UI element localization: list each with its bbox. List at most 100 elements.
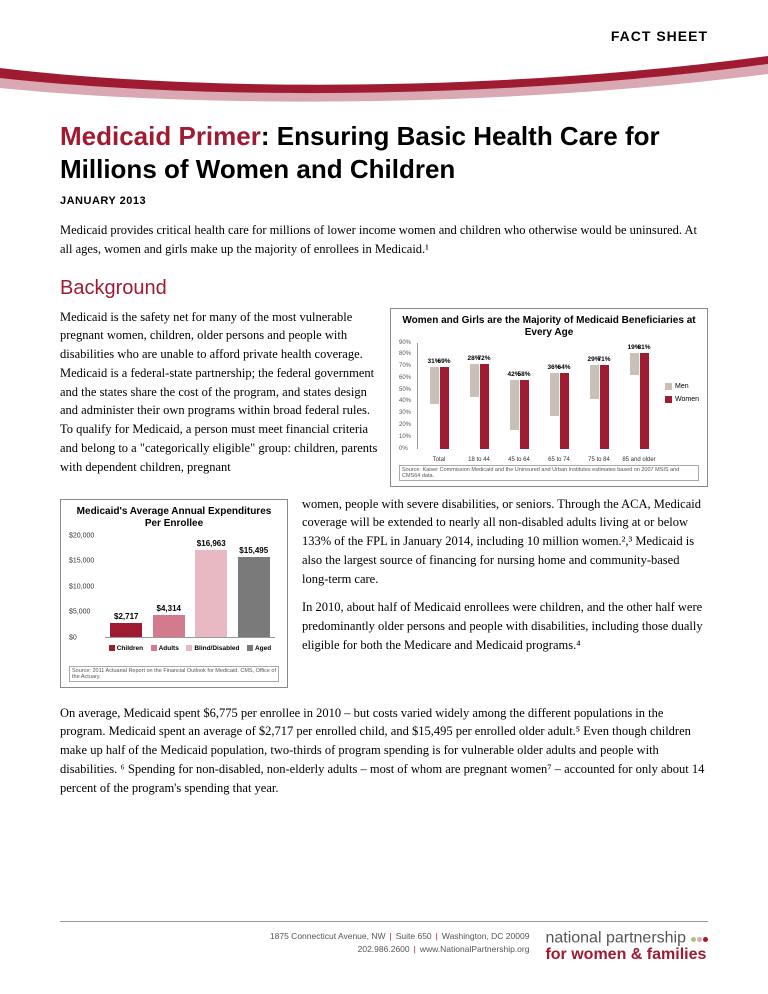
footer-line-1: 1875 Connecticut Avenue, NW|Suite 650|Wa… [60,930,529,944]
logo-dots [690,930,708,947]
title-accent: Medicaid Primer [60,121,261,151]
content-area: Medicaid Primer: Ensuring Basic Health C… [60,120,708,797]
legend-women-swatch [665,396,672,403]
chart-expenditures: Medicaid's Average Annual Expenditures P… [60,499,288,688]
chart2-legend-item: Adults [151,645,179,652]
chart2-legend-item: Children [109,645,143,652]
background-para-4: On average, Medicaid spent $6,775 per en… [60,704,708,798]
chart1-xtick: 18 to 44 [461,457,497,463]
chart2-ytick: $20,000 [69,532,94,539]
chart1-bar-women: 58% [520,380,529,448]
swoosh-dark [0,56,768,93]
chart2-value: $4,314 [157,604,181,613]
chart1-xtick: Total [421,457,457,463]
chart1-group: 28%72% [459,364,499,449]
chart1-value: 71% [597,356,610,363]
chart2-ytick: $5,000 [69,609,90,616]
chart2-legend-item: Aged [247,645,271,652]
chart1-bar-women: 64% [560,373,569,448]
chart2-bar: $15,495 [238,557,270,636]
chart1-ytick: 60% [399,375,411,381]
chart1-group: 19%81% [619,353,659,448]
chart1-bar-women: 71% [600,365,609,449]
chart1-bar-men: 31% [430,367,439,404]
chart1-ytick: 10% [399,434,411,440]
chart2-legend-label: Aged [255,645,271,652]
chart1-bar-women: 81% [640,353,649,448]
chart1-value: 64% [557,364,570,371]
legend-men-label: Men [675,383,689,390]
chart2-ytick: $0 [69,634,77,641]
chart2-title: Medicaid's Average Annual Expenditures P… [69,506,279,530]
chart1-ytick: 70% [399,363,411,369]
footer-logo: national partnership for women & familie… [545,930,708,964]
date-label: JANUARY 2013 [60,195,708,207]
footer-address: 1875 Connecticut Avenue, NW|Suite 650|Wa… [60,930,545,957]
page-title: Medicaid Primer: Ensuring Basic Health C… [60,120,708,185]
chart2-bar: $2,717 [110,623,142,637]
legend-men: Men [665,383,699,390]
section-heading: Background [60,277,708,300]
chart1-bar-men: 42% [510,380,519,429]
legend-women-label: Women [675,396,699,403]
chart2-value: $15,495 [239,546,268,555]
logo-line-1: national partnership [545,930,708,947]
chart2-bar: $16,963 [195,550,227,637]
chart1-ytick: 80% [399,351,411,357]
header-label: FACT SHEET [611,28,708,44]
chart1-xtick: 85 and older [621,457,657,463]
chart1-group: 31%69% [419,367,459,448]
chart1-xtick: 45 to 64 [501,457,537,463]
chart1-source: Source: Kaiser Commission Medicaid and t… [399,465,699,481]
chart2-legend-swatch [109,645,115,651]
chart2-legend-swatch [186,645,192,651]
chart1-group: 36%64% [539,373,579,448]
chart2-value: $2,717 [114,612,138,621]
chart2-value: $16,963 [197,539,226,548]
chart1-axis [417,343,418,449]
chart2-legend-swatch [151,645,157,651]
chart1-ytick: 50% [399,387,411,393]
chart2-source: Source: 2011 Actuarial Report on the Fin… [69,666,279,682]
chart1-bar-men: 19% [630,353,639,375]
chart1-ytick: 20% [399,422,411,428]
chart1-ytick: 40% [399,398,411,404]
intro-paragraph: Medicaid provides critical health care f… [60,221,708,259]
legend-men-swatch [665,383,672,390]
row-1: Women and Girls are the Majority of Medi… [60,308,708,493]
chart1-value: 72% [477,355,490,362]
chart1-xtick: 75 to 84 [581,457,617,463]
chart1-value: 69% [437,358,450,365]
chart1-bar-men: 28% [470,364,479,397]
chart2-plot: $0 $5,000 $10,000 $15,000 $20,000 $2,717 $4,31… [69,534,279,664]
footer-line-2: 202.986.2600|www.NationalPartnership.org [60,943,529,957]
row-2: Medicaid's Average Annual Expenditures P… [60,495,708,694]
chart1-title: Women and Girls are the Majority of Medi… [399,315,699,339]
chart1-box: Women and Girls are the Majority of Medi… [390,308,708,487]
chart2-bar: $4,314 [153,615,185,637]
chart1-ytick: 30% [399,410,411,416]
chart1-bars: 31%69%28%72%42%58%36%64%29%71%19%81% [419,343,659,449]
header-swoosh [0,50,768,110]
chart2-legend-label: Blind/Disabled [194,645,239,652]
chart2-legend-swatch [247,645,253,651]
chart1-bar-men: 29% [590,365,599,399]
chart1-legend: Men Women [665,383,699,409]
chart1-group: 29%71% [579,365,619,449]
chart1-value: 58% [517,371,530,378]
chart2-legend-label: Adults [159,645,179,652]
chart1-group: 42%58% [499,380,539,448]
chart1-bar-men: 36% [550,373,559,415]
chart2-legend-label: Children [117,645,143,652]
chart2-box: Medicaid's Average Annual Expenditures P… [60,499,288,688]
chart-beneficiaries: Women and Girls are the Majority of Medi… [390,308,708,487]
chart1-bar-women: 72% [480,364,489,449]
chart1-ytick: 90% [399,340,411,346]
chart2-ytick: $15,000 [69,558,94,565]
logo-line-2: for women & families [545,947,708,964]
chart2-ytick: $10,000 [69,583,94,590]
chart2-legend: Children Adults Blind/Disabled Aged [105,645,275,652]
chart1-xtick: 65 to 74 [541,457,577,463]
chart1-value: 81% [637,344,650,351]
footer: 1875 Connecticut Avenue, NW|Suite 650|Wa… [60,921,708,964]
